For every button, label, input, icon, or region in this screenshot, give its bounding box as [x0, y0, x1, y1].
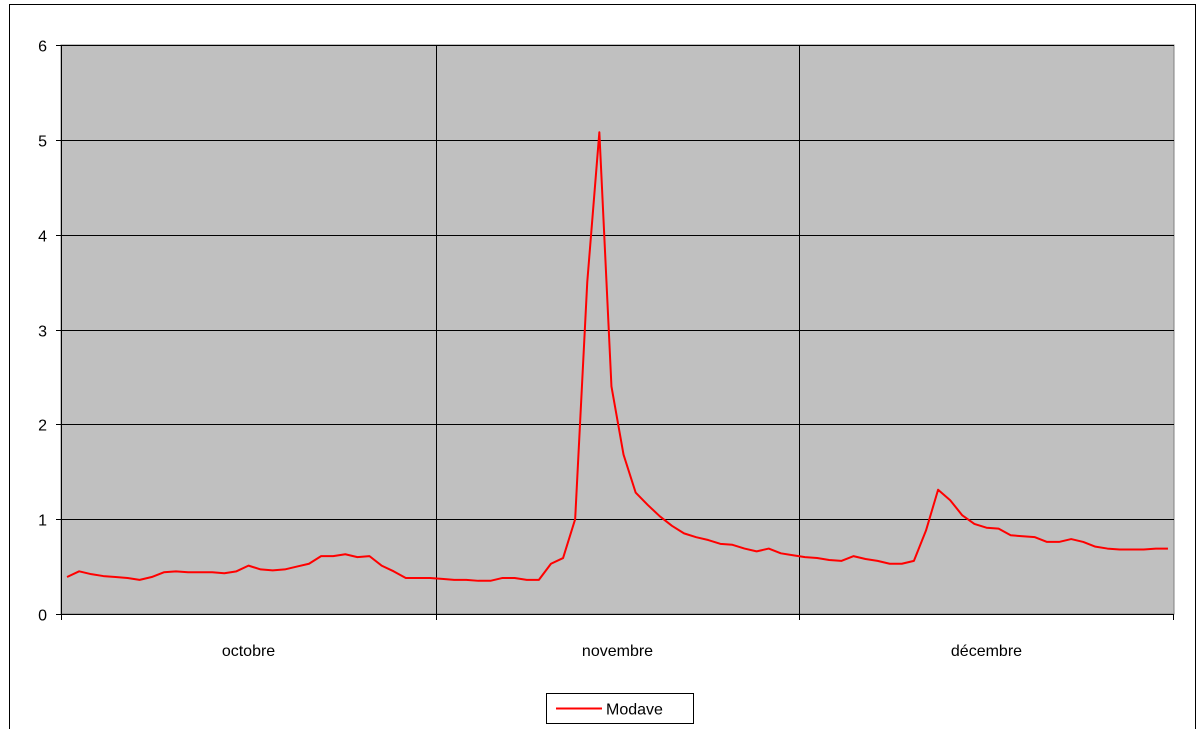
- series-layer: [66, 131, 1168, 582]
- legend-label: Modave: [606, 702, 663, 719]
- y-tick-label: 4: [38, 229, 47, 246]
- plot-area: [60, 44, 1175, 615]
- y-tick-label: 6: [38, 39, 47, 56]
- legend[interactable]: Modave: [546, 693, 694, 724]
- y-tick-label: 0: [38, 608, 47, 625]
- y-tick-label: 2: [38, 418, 47, 435]
- x-tick-label: octobre: [222, 643, 275, 660]
- y-tick-label: 3: [38, 324, 47, 341]
- x-tick-label: décembre: [951, 643, 1022, 660]
- x-tick-label: novembre: [582, 643, 653, 660]
- y-tick-label: 1: [38, 513, 47, 530]
- series-line: [66, 131, 1168, 582]
- y-tick-label: 5: [38, 134, 47, 151]
- axes: 0 1 2 3 4 5 6 octobre novembre décembre: [38, 39, 1174, 660]
